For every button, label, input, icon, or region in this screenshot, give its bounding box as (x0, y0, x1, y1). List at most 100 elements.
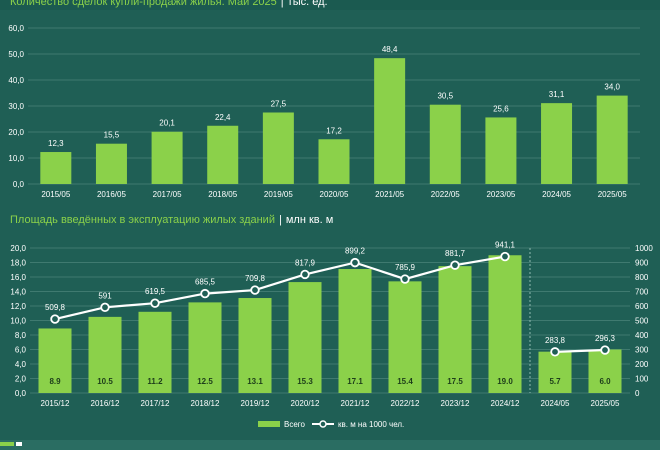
chart2-bar-value-label: 15.4 (397, 377, 413, 386)
chart2-ytick-right-label: 200 (635, 360, 649, 369)
chart2-bar-value-label: 8.9 (49, 377, 61, 386)
chart2-ytick-right-label: 100 (635, 375, 649, 384)
legend-bar-swatch (258, 421, 280, 427)
chart1-bar (151, 131, 183, 184)
chart1-data-label: 27,5 (271, 100, 287, 109)
chart2-bar-value-label: 6.0 (599, 377, 611, 386)
chart2-line-data-label: 709,8 (245, 274, 266, 283)
chart2-ytick-left-label: 10,0 (10, 317, 26, 326)
chart2-bar (488, 255, 522, 393)
chart2-line-marker (50, 314, 60, 324)
chart2-bar (438, 266, 472, 393)
chart2-ytick-left-label: 0,0 (15, 389, 27, 398)
chart1-xtick-label: 2019/05 (264, 190, 293, 199)
chart2-line-data-label: 899,2 (345, 247, 366, 256)
legend-line-marker (319, 420, 327, 428)
chart2-ytick-right-label: 800 (635, 273, 649, 282)
chart2-bar (388, 281, 422, 393)
chart2-xtick-label: 2015/12 (41, 399, 70, 408)
chart2-ytick-left-label: 8,0 (15, 331, 27, 340)
chart2-line-data-label: 283,8 (545, 336, 566, 345)
chart1-ytick-label: 10,0 (8, 154, 24, 163)
chart2-ytick-left-label: 18,0 (10, 259, 26, 268)
chart2-bar-value-label: 19.0 (497, 377, 513, 386)
chart2-xtick-label: 2016/12 (91, 399, 120, 408)
chart2-line-marker (250, 285, 260, 295)
chart1-data-label: 22,4 (215, 113, 231, 122)
chart2-bar (288, 282, 322, 393)
chart2-line-marker (600, 345, 610, 355)
chart2-line-marker (400, 274, 410, 284)
chart2-line-marker (100, 302, 110, 313)
chart1-bar (262, 112, 294, 184)
chart2-xtick-label: 2021/12 (341, 399, 370, 408)
chart2-xtick-label: 2025/05 (591, 399, 620, 408)
chart2-title: Площадь введённых в эксплуатацию жилых з… (10, 214, 333, 226)
chart1-data-label: 30,5 (437, 92, 453, 101)
chart2-series-line (554, 348, 606, 353)
chart1-unit: тыс. ед. (287, 0, 328, 8)
chart2-bar-value-label: 13.1 (247, 377, 263, 386)
chart2-line-marker (500, 251, 510, 262)
chart2-ytick-right-label: 300 (635, 346, 649, 355)
chart2-xtick-label: 2022/12 (391, 399, 420, 408)
chart1-xtick-label: 2015/05 (41, 190, 70, 199)
chart2-bar (588, 349, 622, 393)
chart1-data-label: 25,6 (493, 104, 509, 113)
chart2-line-marker (550, 347, 560, 357)
chart2-ytick-right-label: 1000 (635, 244, 653, 253)
chart1-bar (374, 58, 406, 184)
chart1-data-label: 15,5 (104, 131, 120, 140)
top-band (0, 0, 660, 10)
chart2-xtick-label: 2020/12 (291, 399, 320, 408)
chart2-bar (338, 269, 372, 393)
chart2-series-line (54, 255, 506, 321)
chart1-ytick-label: 0,0 (13, 180, 25, 189)
chart1-bar (541, 103, 573, 184)
chart2-ytick-right-label: 900 (635, 259, 649, 268)
chart2-bar (188, 302, 222, 393)
chart2-xtick-label: 2023/12 (441, 399, 470, 408)
chart2-line-data-label: 685,5 (195, 278, 216, 287)
chart2-line-marker (200, 288, 210, 299)
chart1-xtick-label: 2018/05 (208, 190, 237, 199)
chart1-title-separator: | (280, 0, 284, 8)
chart1-data-label: 12,3 (48, 139, 64, 148)
chart1-data-label: 17,2 (326, 126, 342, 135)
chart1-xtick-label: 2020/05 (320, 190, 349, 199)
chart2-xtick-label: 2017/12 (141, 399, 170, 408)
chart2-xtick-label: 2018/12 (191, 399, 220, 408)
chart2-line-marker (150, 298, 160, 308)
chart2-line-data-label: 296,3 (595, 334, 616, 343)
chart1-xtick-label: 2023/05 (486, 190, 515, 199)
chart2-line-data-label: 817,9 (295, 258, 316, 267)
chart2-bar (138, 311, 172, 393)
chart2-ytick-left-label: 12,0 (10, 302, 26, 311)
chart1-data-label: 20,1 (159, 119, 175, 128)
chart1-xtick-label: 2017/05 (153, 190, 182, 199)
chart1-bar (596, 95, 628, 184)
chart2-ytick-right-label: 0 (635, 389, 640, 398)
chart1-xtick-label: 2022/05 (431, 190, 460, 199)
chart1-ytick-label: 50,0 (8, 50, 24, 59)
chart1-xtick-label: 2021/05 (375, 190, 404, 199)
chart1-title: Количество сделок купли-продажи жилья. М… (10, 0, 328, 8)
chart2-title-text: Площадь введённых в эксплуатацию жилых з… (10, 214, 275, 226)
chart1-xtick-label: 2025/05 (598, 190, 627, 199)
footer-strip (0, 440, 660, 450)
chart2-line-data-label: 619,5 (145, 287, 166, 296)
chart1-xtick-label: 2024/05 (542, 190, 571, 199)
chart2-line-data-label: 509,8 (45, 303, 66, 312)
chart2-line-data-label: 941,1 (495, 241, 516, 250)
chart2-ytick-left-label: 14,0 (10, 288, 26, 297)
chart2-bar-value-label: 12.5 (197, 377, 213, 386)
chart2-xtick-label: 2019/12 (241, 399, 270, 408)
chart2-bar-value-label: 17.1 (347, 377, 363, 386)
chart1-bar (485, 117, 517, 184)
chart1-bar (429, 104, 461, 184)
chart2-ytick-right-label: 600 (635, 302, 649, 311)
chart1-ytick-label: 20,0 (8, 128, 24, 137)
chart2-bar-value-label: 5.7 (549, 377, 561, 386)
chart2-ytick-right-label: 500 (635, 317, 649, 326)
chart2-ytick-left-label: 16,0 (10, 273, 26, 282)
